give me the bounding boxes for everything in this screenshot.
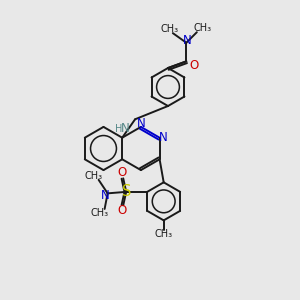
Text: O: O: [190, 59, 199, 72]
Text: S: S: [122, 184, 131, 199]
Text: N: N: [121, 122, 130, 135]
Text: CH₃: CH₃: [193, 23, 211, 33]
Text: N: N: [159, 131, 168, 144]
Text: H: H: [115, 124, 122, 134]
Text: CH₃: CH₃: [84, 171, 102, 181]
Text: O: O: [117, 204, 126, 217]
Text: N: N: [136, 117, 145, 130]
Text: CH₃: CH₃: [154, 230, 173, 239]
Text: N: N: [182, 34, 191, 47]
Text: O: O: [117, 167, 126, 179]
Text: N: N: [101, 189, 110, 202]
Text: CH₃: CH₃: [90, 208, 108, 218]
Text: CH₃: CH₃: [160, 24, 178, 34]
